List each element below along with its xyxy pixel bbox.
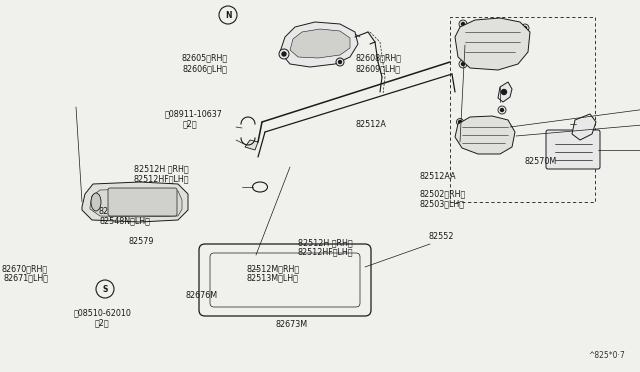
- Circle shape: [282, 52, 286, 56]
- Circle shape: [524, 26, 527, 29]
- FancyBboxPatch shape: [199, 244, 371, 316]
- Circle shape: [577, 122, 587, 132]
- Circle shape: [461, 62, 465, 65]
- Text: 82512H 〈RH〉: 82512H 〈RH〉: [134, 165, 189, 174]
- Polygon shape: [280, 22, 358, 67]
- Circle shape: [502, 90, 506, 94]
- Text: N: N: [225, 10, 231, 19]
- Text: 82673M: 82673M: [275, 320, 307, 329]
- Text: 82503〈LH〉: 82503〈LH〉: [419, 199, 464, 208]
- Text: 82513M〈LH〉: 82513M〈LH〉: [246, 274, 298, 283]
- Text: 82548N〈LH〉: 82548N〈LH〉: [100, 217, 150, 226]
- Circle shape: [96, 280, 114, 298]
- Polygon shape: [290, 29, 350, 58]
- Text: 82547N〈RH〉: 82547N〈RH〉: [99, 207, 150, 216]
- Text: 82512M〈RH〉: 82512M〈RH〉: [246, 264, 300, 273]
- Text: 82676M: 82676M: [186, 291, 218, 300]
- Text: 82502〈RH〉: 82502〈RH〉: [419, 190, 465, 199]
- FancyBboxPatch shape: [546, 130, 600, 169]
- Circle shape: [458, 121, 461, 124]
- Text: 82605〈RH〉: 82605〈RH〉: [181, 53, 227, 62]
- Circle shape: [498, 106, 506, 114]
- Circle shape: [580, 125, 584, 129]
- Text: 82579: 82579: [128, 237, 154, 246]
- Polygon shape: [82, 182, 188, 222]
- FancyBboxPatch shape: [210, 253, 360, 307]
- Text: 82512G: 82512G: [119, 193, 150, 202]
- Text: 82609〈LH〉: 82609〈LH〉: [355, 64, 400, 73]
- Polygon shape: [572, 114, 596, 140]
- Polygon shape: [90, 189, 182, 217]
- Circle shape: [336, 58, 344, 66]
- Circle shape: [339, 61, 342, 64]
- Polygon shape: [455, 18, 530, 70]
- Circle shape: [459, 20, 467, 28]
- Ellipse shape: [91, 193, 101, 211]
- Text: 82606〈LH〉: 82606〈LH〉: [182, 64, 227, 73]
- Polygon shape: [455, 116, 515, 154]
- Circle shape: [461, 22, 465, 26]
- Text: S: S: [102, 285, 108, 294]
- Text: Ⓜ08510-62010: Ⓜ08510-62010: [74, 309, 131, 318]
- Text: 82670〈RH〉: 82670〈RH〉: [2, 264, 48, 273]
- Polygon shape: [498, 82, 512, 102]
- Text: 82671〈LH〉: 82671〈LH〉: [3, 274, 48, 283]
- Circle shape: [500, 109, 504, 112]
- Circle shape: [459, 60, 467, 68]
- Text: 82512AA: 82512AA: [419, 172, 456, 181]
- Circle shape: [279, 49, 289, 59]
- Text: 82570M: 82570M: [525, 157, 557, 166]
- Circle shape: [249, 255, 263, 269]
- Text: ^825*0·7: ^825*0·7: [588, 351, 625, 360]
- FancyBboxPatch shape: [108, 188, 177, 216]
- Circle shape: [521, 24, 529, 32]
- Text: 82512H 〈RH〉: 82512H 〈RH〉: [298, 238, 352, 247]
- Circle shape: [456, 119, 463, 125]
- Ellipse shape: [253, 182, 268, 192]
- Text: 82608〈RH〉: 82608〈RH〉: [355, 53, 401, 62]
- Text: 82552: 82552: [429, 232, 454, 241]
- Circle shape: [219, 6, 237, 24]
- Circle shape: [253, 259, 259, 265]
- Polygon shape: [245, 140, 258, 150]
- Bar: [450, 17, 595, 202]
- Text: 82512A: 82512A: [355, 120, 386, 129]
- Text: ⓝ08911-10637: ⓝ08911-10637: [165, 109, 223, 118]
- Text: 〨2〩: 〨2〩: [95, 318, 109, 327]
- Text: 82512HF〈LH〉: 82512HF〈LH〉: [298, 248, 353, 257]
- Text: 82512HF〈LH〉: 82512HF〈LH〉: [133, 175, 189, 184]
- Text: 〨2〩: 〨2〩: [182, 119, 197, 128]
